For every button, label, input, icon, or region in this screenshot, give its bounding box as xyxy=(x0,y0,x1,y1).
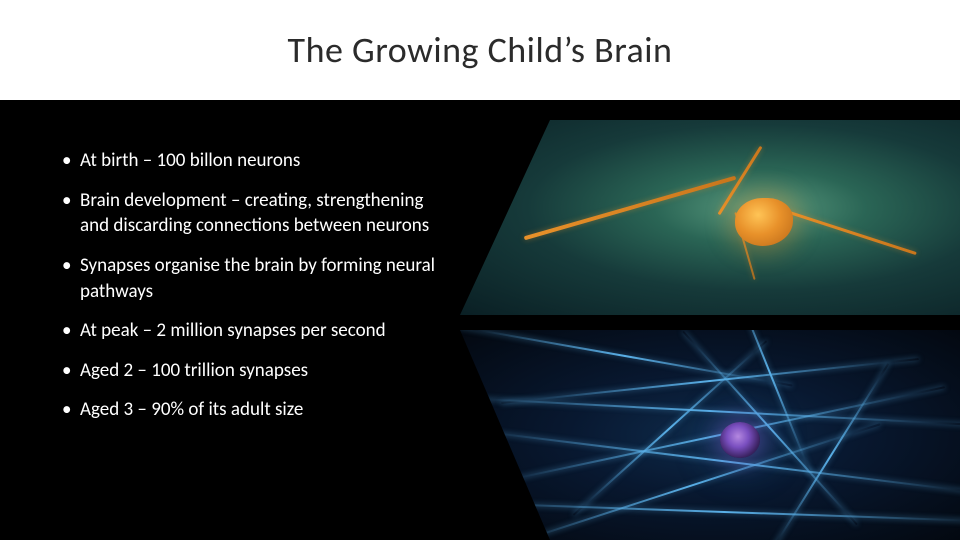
bullet-list: At birth – 100 billon neurons Brain deve… xyxy=(62,148,442,437)
axon-icon xyxy=(524,176,737,240)
neuron-image-bottom xyxy=(460,330,960,540)
neuron-soma-icon xyxy=(720,422,760,458)
axon-icon xyxy=(773,206,917,255)
image-area xyxy=(460,100,960,540)
bullet-item: Aged 2 – 100 trillion synapses xyxy=(62,358,442,384)
bullet-item: At birth – 100 billon neurons xyxy=(62,148,442,174)
fiber-icon xyxy=(501,358,919,404)
neuron-cell-icon xyxy=(735,198,793,246)
neuron-teal-bg xyxy=(460,120,960,315)
bullet-item: At peak – 2 million synapses per second xyxy=(62,318,442,344)
fiber-icon xyxy=(460,501,960,523)
slide-title: The Growing Child’s Brain xyxy=(288,28,673,72)
title-band: The Growing Child’s Brain xyxy=(0,0,960,100)
content-area: At birth – 100 billon neurons Brain deve… xyxy=(0,100,960,540)
fiber-icon xyxy=(682,330,857,525)
bullet-item: Synapses organise the brain by forming n… xyxy=(62,253,442,304)
bullet-item: Brain development – creating, strengthen… xyxy=(62,188,442,239)
bullet-item: Aged 3 – 90% of its adult size xyxy=(62,397,442,423)
neuron-blue-bg xyxy=(460,330,960,540)
neuron-image-top xyxy=(460,120,960,315)
